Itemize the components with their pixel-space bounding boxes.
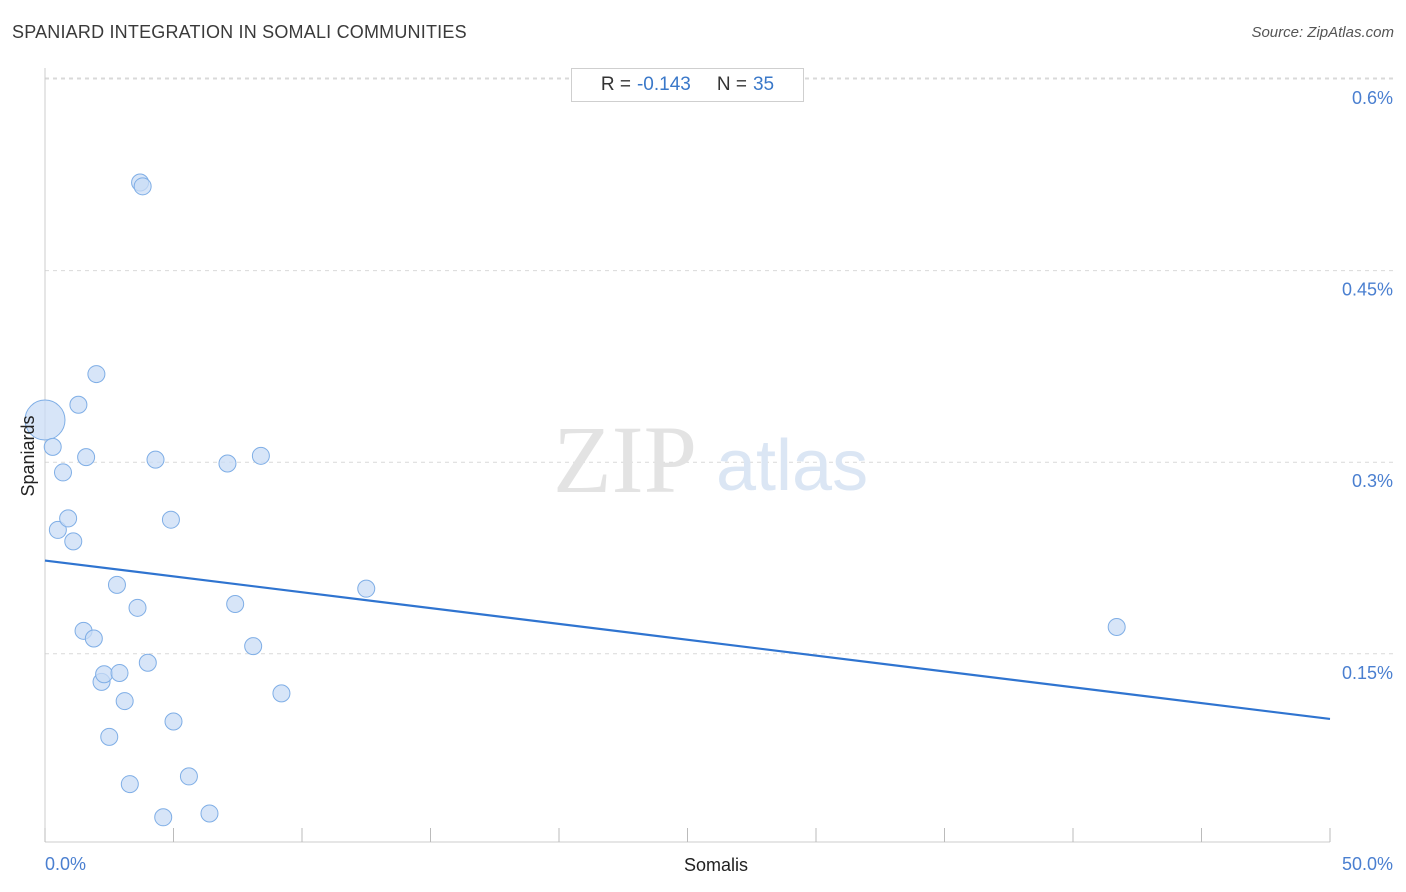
data-point (357, 579, 376, 598)
grid-lines (45, 77, 1393, 655)
data-point (120, 775, 139, 794)
data-point (64, 532, 83, 551)
watermark: ZIP atlas (553, 406, 868, 513)
data-point (84, 629, 103, 648)
watermark-atlas: atlas (716, 426, 868, 506)
data-point (154, 808, 173, 827)
r-value: -0.143 (636, 74, 691, 95)
trendline (44, 559, 1331, 721)
data-point (272, 684, 291, 703)
y-tick-label: 0.15% (1342, 663, 1393, 683)
n-value: 35 (752, 74, 775, 95)
data-point (218, 454, 237, 473)
source-label: Source: ZipAtlas.com (1251, 24, 1394, 41)
data-point (133, 177, 152, 196)
data-point (53, 463, 72, 482)
data-point (138, 653, 157, 672)
data-point (128, 598, 147, 617)
data-point (69, 395, 88, 414)
axes: 0.15% 0.3% 0.45% 0.6% 0.0% 50.0% (44, 68, 1393, 874)
data-point (24, 399, 66, 441)
data-point (48, 520, 67, 539)
x-axis-title: Somalis (684, 855, 748, 875)
y-tick-label: 0.6% (1352, 88, 1393, 108)
data-point (200, 804, 219, 823)
correlation-stats: R = -0.143 N = 35 (571, 68, 804, 102)
data-point (251, 446, 270, 465)
data-point (161, 510, 180, 529)
y-tick-label: 0.45% (1342, 280, 1393, 300)
data-point (164, 712, 183, 731)
y-tick-label: 0.3% (1352, 471, 1393, 491)
data-point (226, 594, 245, 613)
chart-title: SPANIARD INTEGRATION IN SOMALI COMMUNITI… (12, 22, 467, 42)
watermark-zip: ZIP (553, 406, 697, 513)
data-points (24, 173, 1126, 827)
data-point (179, 767, 198, 786)
data-point (146, 450, 165, 469)
data-point (95, 665, 114, 684)
data-point (244, 637, 263, 656)
data-point (107, 575, 126, 594)
n-label: N = (716, 74, 747, 95)
data-point (1107, 617, 1126, 636)
data-point (115, 692, 134, 711)
data-point (43, 437, 62, 456)
data-point (87, 365, 106, 384)
x-tick-label: 0.0% (45, 854, 86, 874)
r-label: R = (600, 74, 631, 95)
data-point (110, 663, 129, 682)
x-tick-label: 50.0% (1342, 854, 1393, 874)
data-point (100, 727, 119, 746)
data-point (77, 448, 96, 467)
trendline-layer (44, 559, 1331, 721)
data-point (59, 509, 78, 528)
y-axis-title: Spaniards (18, 415, 38, 496)
